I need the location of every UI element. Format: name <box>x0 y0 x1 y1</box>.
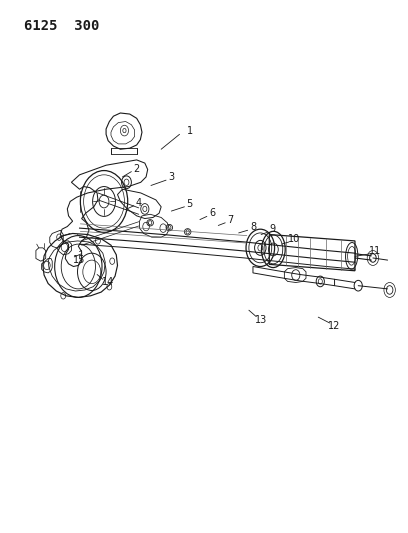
Text: 8: 8 <box>250 222 256 232</box>
Text: 13: 13 <box>255 315 267 325</box>
Text: 14: 14 <box>102 278 114 287</box>
Text: 12: 12 <box>328 321 341 331</box>
Text: 11: 11 <box>369 246 381 255</box>
Text: 10: 10 <box>288 234 301 244</box>
Text: 9: 9 <box>269 224 276 234</box>
Text: 1: 1 <box>186 126 193 135</box>
Text: 3: 3 <box>168 172 175 182</box>
Text: 6125  300: 6125 300 <box>24 19 100 33</box>
Text: 6: 6 <box>209 208 215 218</box>
Text: 7: 7 <box>227 215 234 224</box>
Text: 5: 5 <box>186 199 193 208</box>
Text: 2: 2 <box>133 164 140 174</box>
Text: 15: 15 <box>73 255 86 265</box>
Text: 4: 4 <box>135 198 142 207</box>
